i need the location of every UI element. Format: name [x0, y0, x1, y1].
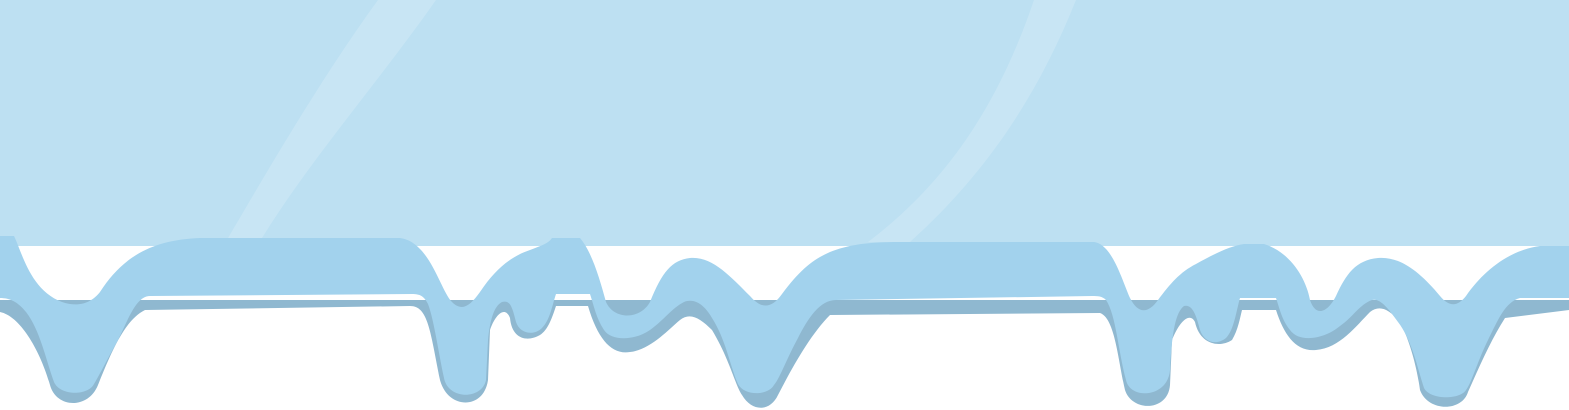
glass-shine-right [868, 0, 1076, 242]
ice-panel [0, 0, 1569, 246]
glass-shine-left [228, 0, 436, 238]
ice-drip-front [0, 236, 1569, 398]
